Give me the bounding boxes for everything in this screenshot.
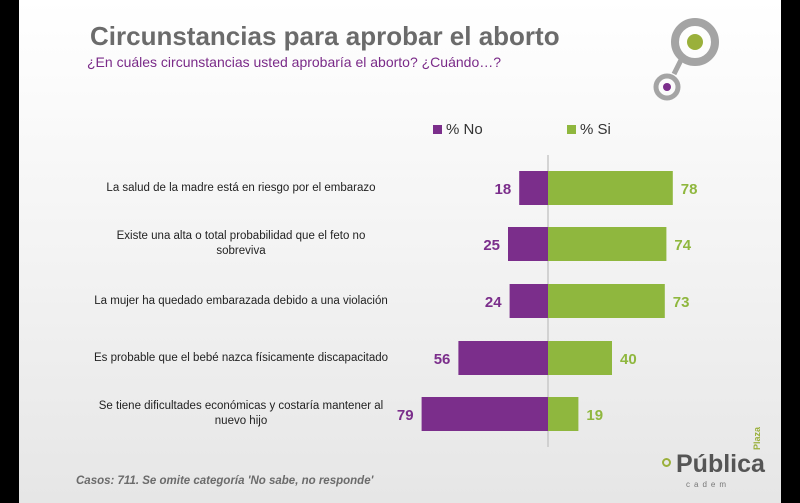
slide: Circunstancias para aprobar el aborto ¿E… bbox=[19, 0, 781, 503]
bar-no bbox=[519, 171, 548, 205]
data-label-si: 74 bbox=[674, 237, 691, 254]
data-label-no: 24 bbox=[485, 294, 502, 311]
logo-ring-small bbox=[653, 73, 681, 101]
category-label-line: sobreviva bbox=[216, 245, 266, 257]
data-label-si: 40 bbox=[620, 351, 637, 368]
brand-dot-icon bbox=[662, 458, 671, 467]
brand-logo: Pública Plaza cadem bbox=[662, 427, 772, 496]
category-label: Es probable que el bebé nazca físicament… bbox=[61, 351, 421, 366]
category-label-line: Es probable que el bebé nazca físicament… bbox=[93, 351, 389, 364]
logo-ring-large bbox=[671, 18, 719, 66]
footnote: Casos: 711. Se omite categoría 'No sabe,… bbox=[76, 475, 374, 487]
logo-dot-green bbox=[687, 34, 703, 50]
category-label: La mujer ha quedado embarazada debido a … bbox=[61, 294, 421, 309]
category-label-line: nuevo hijo bbox=[214, 415, 268, 427]
category-label-line: Existe una alta o total probabilidad que… bbox=[116, 230, 366, 242]
data-label-no: 79 bbox=[397, 407, 414, 424]
legend-swatch-no bbox=[433, 125, 442, 134]
category-label: Existe una alta o total probabilidad que… bbox=[61, 229, 421, 259]
category-label: Se tiene dificultades económicas y costa… bbox=[61, 399, 421, 429]
category-label: La salud de la madre está en riesgo por … bbox=[61, 181, 421, 196]
legend-swatch-si bbox=[567, 125, 576, 134]
bar-no bbox=[509, 284, 548, 318]
category-label-line: La salud de la madre está en riesgo por … bbox=[106, 181, 376, 194]
bar-si bbox=[548, 341, 612, 375]
logo-connector bbox=[671, 58, 684, 76]
data-label-si: 19 bbox=[586, 407, 603, 424]
bar-si bbox=[548, 397, 579, 431]
data-label-no: 18 bbox=[495, 181, 512, 198]
brand-plaza: Plaza bbox=[752, 426, 762, 450]
data-label-si: 78 bbox=[681, 181, 698, 198]
logo-dot-purple bbox=[663, 83, 671, 91]
bar-si bbox=[548, 227, 667, 261]
data-label-no: 56 bbox=[434, 351, 451, 368]
logo-rings bbox=[653, 18, 719, 101]
legend-label-no: % No bbox=[446, 121, 483, 138]
brand-sub: cadem bbox=[686, 480, 731, 489]
bar-no bbox=[458, 341, 548, 375]
data-label-no: 25 bbox=[483, 237, 500, 254]
page-title: Circunstancias para aprobar el aborto bbox=[90, 21, 560, 51]
category-label-line: Se tiene dificultades económicas y costa… bbox=[98, 400, 384, 412]
legend-label-si: % Si bbox=[580, 121, 611, 138]
bar-no bbox=[421, 397, 548, 431]
bar-si bbox=[548, 284, 665, 318]
bar-si bbox=[548, 171, 673, 205]
brand-name: Pública bbox=[676, 450, 765, 478]
bar-no bbox=[508, 227, 548, 261]
page-subtitle: ¿En cuáles circunstancias usted aprobarí… bbox=[87, 54, 502, 70]
diverging-bar-chart: 18 78 25 74 24 73 56 40 79 19 bbox=[397, 155, 698, 447]
category-label-line: La mujer ha quedado embarazada debido a … bbox=[94, 294, 388, 307]
data-label-si: 73 bbox=[673, 294, 690, 311]
